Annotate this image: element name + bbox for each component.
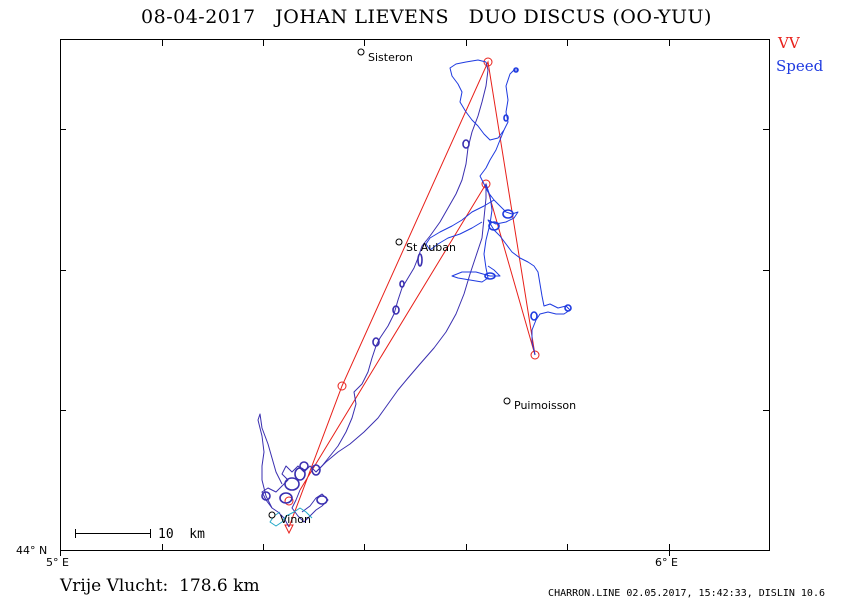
scale-bar-label: 10 km <box>158 527 205 542</box>
scale-bar: 10 km <box>75 527 205 542</box>
footer-credit: CHARRON.LINE 02.05.2017, 15:42:33, DISLI… <box>548 588 825 599</box>
task-line <box>288 60 536 528</box>
place-label: St Auban <box>406 241 456 254</box>
lon-left-label: 5° E <box>46 556 69 569</box>
place-marker <box>357 48 365 56</box>
task-route <box>284 57 540 535</box>
place-marker <box>503 397 511 405</box>
axis-ticks <box>60 40 769 556</box>
free-flight-distance: Vrije Vlucht: 178.6 km <box>60 576 260 596</box>
legend-vv: VV <box>778 34 800 52</box>
flight-track <box>257 59 571 528</box>
turnpoint-marker <box>284 496 294 506</box>
place-label: Sisteron <box>368 51 413 64</box>
place-marker <box>268 511 276 519</box>
legend-speed: Speed <box>776 57 824 75</box>
thermal-loops-blue <box>484 67 572 321</box>
start-marker <box>284 524 294 535</box>
turnpoint-marker <box>530 350 540 360</box>
place-marker <box>395 238 403 246</box>
places: Sisteron St Auban Puimoisson Vinon <box>268 48 576 526</box>
lat-label: 44° N <box>16 544 47 557</box>
plot-frame <box>60 39 770 551</box>
place-label: Puimoisson <box>514 399 576 412</box>
thermal-loops <box>261 139 470 505</box>
place-label: Vinon <box>280 513 311 526</box>
turnpoint-marker <box>337 381 347 391</box>
lon-right-label: 6° E <box>655 556 678 569</box>
map-title: 08-04-2017 JOHAN LIEVENS DUO DISCUS (OO-… <box>141 6 712 28</box>
